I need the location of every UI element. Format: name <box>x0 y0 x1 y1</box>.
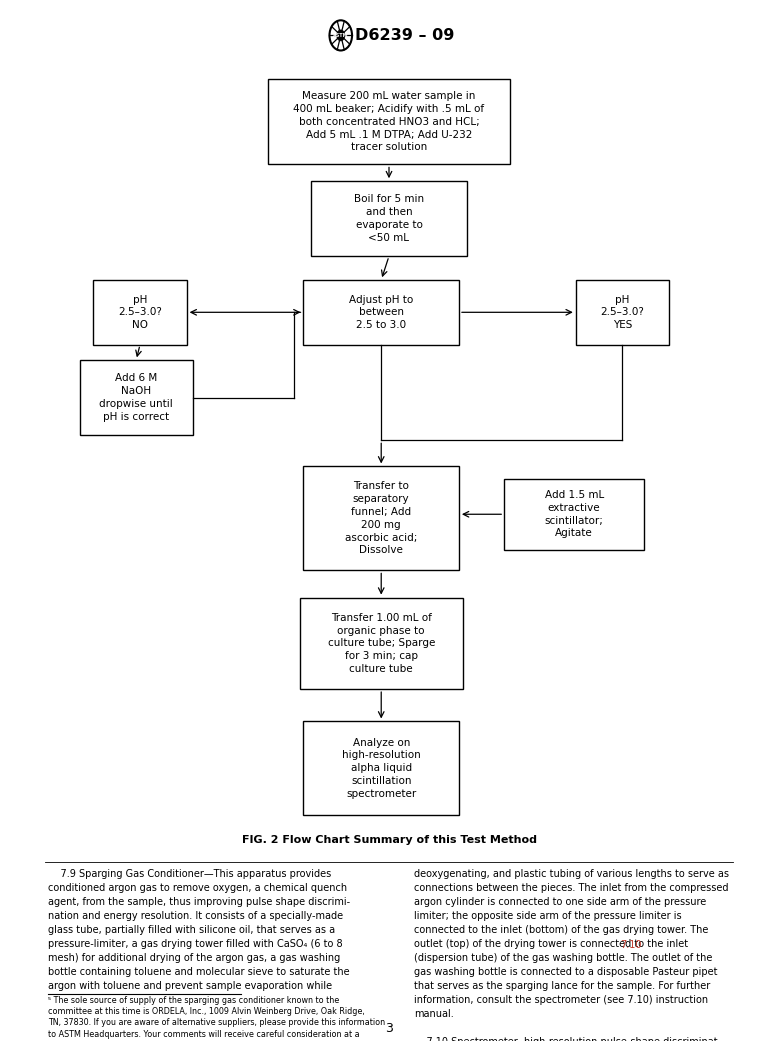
Text: Analyze on
high-resolution
alpha liquid
scintillation
spectrometer: Analyze on high-resolution alpha liquid … <box>342 738 421 798</box>
Bar <box>311 181 467 256</box>
Bar <box>303 721 459 815</box>
Text: pH
2.5–3.0?
NO: pH 2.5–3.0? NO <box>118 295 162 330</box>
Text: Add 1.5 mL
extractive
scintillator;
Agitate: Add 1.5 mL extractive scintillator; Agit… <box>545 490 604 538</box>
Text: Adjust pH to
between
2.5 to 3.0: Adjust pH to between 2.5 to 3.0 <box>349 295 413 330</box>
Bar <box>504 479 644 550</box>
Bar <box>303 280 459 345</box>
Text: Boil for 5 min
and then
evaporate to
<50 mL: Boil for 5 min and then evaporate to <50… <box>354 195 424 243</box>
Bar <box>79 360 193 435</box>
Bar <box>303 466 459 570</box>
Text: pH
2.5–3.0?
YES: pH 2.5–3.0? YES <box>601 295 644 330</box>
Bar <box>576 280 669 345</box>
Text: 7.10: 7.10 <box>620 940 642 950</box>
Text: Transfer to
separatory
funnel; Add
200 mg
ascorbic acid;
Dissolve: Transfer to separatory funnel; Add 200 m… <box>345 481 418 556</box>
Text: Measure 200 mL water sample in
400 mL beaker; Acidify with .5 mL of
both concent: Measure 200 mL water sample in 400 mL be… <box>293 92 485 152</box>
Text: ⁵ The sole source of supply of the sparging gas conditioner known to the
committ: ⁵ The sole source of supply of the sparg… <box>48 996 385 1041</box>
Bar <box>268 79 510 164</box>
Text: 3: 3 <box>385 1022 393 1035</box>
Bar <box>300 598 463 689</box>
Text: D6239 – 09: D6239 – 09 <box>355 28 454 43</box>
Text: Transfer 1.00 mL of
organic phase to
culture tube; Sparge
for 3 min; cap
culture: Transfer 1.00 mL of organic phase to cul… <box>328 613 435 674</box>
Circle shape <box>337 30 345 41</box>
Text: 7.9 Sparging Gas Conditioner—This apparatus provides
conditioned argon gas to re: 7.9 Sparging Gas Conditioner—This appara… <box>48 869 350 991</box>
Text: Add 6 M
NaOH
dropwise until
pH is correct: Add 6 M NaOH dropwise until pH is correc… <box>100 374 173 422</box>
Text: deoxygenating, and plastic tubing of various lengths to serve as
connections bet: deoxygenating, and plastic tubing of var… <box>414 869 729 1041</box>
Text: FIG. 2 Flow Chart Summary of this Test Method: FIG. 2 Flow Chart Summary of this Test M… <box>241 835 537 845</box>
Bar <box>93 280 187 345</box>
Text: ASTM: ASTM <box>333 33 349 37</box>
